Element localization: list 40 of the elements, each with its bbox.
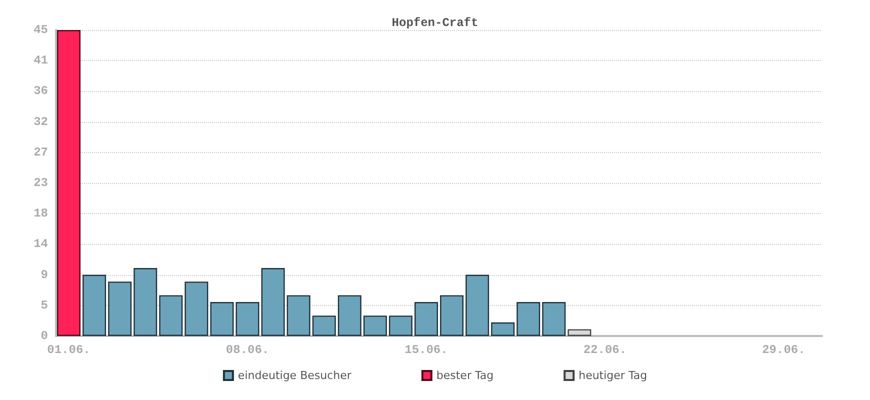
- bar: [466, 274, 490, 336]
- y-tick-label: 32: [34, 114, 48, 129]
- y-tick-label: 41: [34, 54, 48, 68]
- legend-label: bester Tag: [436, 369, 494, 382]
- bar: [134, 268, 158, 336]
- y-tick-label: 14: [34, 237, 48, 252]
- bar: [542, 302, 566, 336]
- bar: [108, 282, 132, 336]
- bar: [286, 295, 310, 336]
- y-tick-label: 5: [40, 298, 48, 312]
- bar: [414, 302, 438, 336]
- y-tick-label: 45: [34, 23, 48, 37]
- bar: [184, 282, 208, 336]
- bar: [363, 316, 387, 336]
- bar: [388, 316, 412, 336]
- legend-label: eindeutige Besucher: [238, 369, 352, 382]
- bar: [159, 295, 183, 336]
- x-tick-label: 22.06.: [583, 343, 627, 357]
- x-tick-label: 29.06.: [762, 343, 806, 357]
- bar: [568, 329, 592, 336]
- bar: [491, 322, 515, 336]
- y-tick-label: 18: [34, 206, 48, 221]
- bar: [440, 295, 464, 336]
- y-tick-label: 9: [40, 268, 48, 282]
- x-tick-label: 15.06.: [404, 343, 448, 357]
- y-tick-label: 27: [34, 145, 48, 160]
- y-tick-label: 36: [34, 84, 48, 98]
- bar: [261, 268, 285, 336]
- legend-label: heutiger Tag: [578, 369, 648, 382]
- y-tick-label: 0: [40, 329, 48, 343]
- bar: [236, 302, 260, 336]
- chart-title: Hopfen-Craft: [392, 16, 478, 30]
- bar: [312, 316, 336, 336]
- y-tick-label: 23: [34, 176, 48, 190]
- x-tick-label: 01.06.: [47, 343, 90, 357]
- bar: [516, 302, 540, 336]
- bar: [82, 274, 106, 336]
- x-tick-label: 08.06.: [226, 343, 270, 357]
- bar: [210, 302, 234, 336]
- bar: [338, 295, 362, 336]
